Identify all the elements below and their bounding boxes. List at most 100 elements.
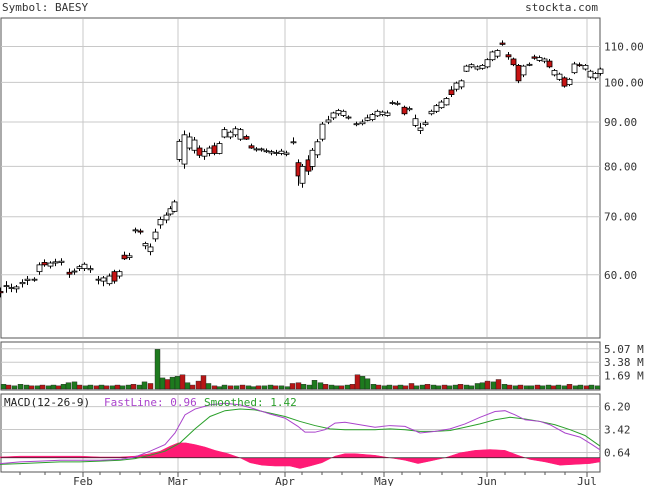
x-axis: Feb Mar Apr May Jun Jul: [1, 471, 600, 486]
candle: [100, 276, 107, 287]
candle-body: [58, 260, 65, 263]
volume-bar: [528, 385, 535, 390]
volume-bar: [370, 384, 377, 390]
candle-body: [438, 101, 445, 109]
x-tick-label: Feb: [73, 475, 93, 486]
volume-bar: [300, 384, 307, 390]
volume-panel: 5.07 M3.38 M1.69 M: [0, 341, 644, 391]
candle: [41, 259, 48, 267]
candle: [463, 64, 470, 72]
candle: [290, 137, 297, 145]
volume-bar: [147, 383, 154, 390]
candle-body: [121, 254, 128, 260]
volume-bar: [261, 385, 268, 390]
candle-body: [142, 243, 149, 247]
candle-body: [283, 152, 290, 155]
candle-body: [227, 131, 234, 138]
candle: [319, 122, 326, 142]
volume-bar: [364, 378, 371, 390]
candle-body: [345, 116, 352, 119]
candle-body: [494, 50, 501, 57]
volume-bar: [174, 376, 181, 390]
macd-smoothed-label: Smoothed: 1.42: [204, 396, 297, 409]
candle-body: [422, 122, 429, 125]
candle: [191, 136, 198, 154]
candle-body: [479, 65, 486, 69]
candle: [443, 96, 450, 106]
candle-body: [468, 64, 475, 68]
candle-body: [237, 129, 244, 140]
volume-bar: [588, 384, 595, 390]
candle: [551, 69, 558, 77]
candle-body: [551, 70, 558, 76]
candle-body: [401, 106, 408, 115]
volume-bar: [141, 381, 148, 390]
volume-bar: [561, 385, 568, 390]
volume-bar: [572, 385, 579, 390]
candle-body: [116, 271, 123, 277]
volume-tick-label: 3.38 M: [604, 356, 644, 369]
candle: [309, 148, 316, 171]
volume-bar: [419, 384, 426, 390]
candle: [171, 199, 178, 213]
candle: [345, 115, 352, 120]
candle-body: [325, 119, 332, 123]
candle-body: [263, 150, 270, 153]
candle: [369, 112, 376, 122]
volume-bar: [452, 384, 459, 390]
candle: [263, 148, 270, 153]
candle: [526, 62, 533, 67]
candle-body: [448, 89, 455, 96]
candle: [384, 110, 391, 117]
volume-bar: [446, 385, 453, 390]
candle: [422, 120, 429, 127]
volume-bar: [333, 385, 340, 390]
volume-bar: [272, 385, 279, 390]
candle: [52, 258, 59, 267]
volume-bar: [125, 384, 132, 390]
volume-bar: [136, 384, 143, 390]
candle: [142, 241, 149, 250]
candle-body: [132, 229, 139, 232]
candle-body: [379, 111, 386, 115]
volume-bar: [495, 379, 502, 390]
volume-bar: [317, 382, 324, 390]
volume-bar: [397, 384, 404, 390]
volume-bar: [87, 384, 94, 390]
volume-bar: [76, 384, 83, 390]
candle-body: [546, 60, 553, 68]
volume-bar: [512, 385, 519, 390]
volume-bar: [239, 384, 246, 390]
candle-body: [571, 63, 578, 74]
candle-body: [87, 268, 94, 271]
candle: [510, 57, 517, 67]
candle-body: [299, 166, 306, 184]
volume-bar: [566, 384, 573, 390]
price-tick-label: 60.00: [604, 269, 637, 282]
candle: [353, 121, 360, 127]
candle-body: [248, 145, 255, 149]
candle-body: [417, 127, 424, 131]
candle-body: [19, 281, 26, 285]
candle: [566, 77, 573, 87]
candle: [116, 269, 123, 279]
candle-body: [443, 98, 450, 106]
candle: [468, 63, 475, 69]
candle: [394, 100, 401, 106]
volume-bar: [0, 384, 7, 390]
volume-bar: [550, 385, 557, 390]
volume-bar: [490, 381, 497, 390]
volume-bar: [278, 385, 285, 390]
candle-body: [111, 271, 118, 282]
candle-body: [474, 66, 481, 70]
candle-body: [499, 42, 506, 45]
candle-body: [47, 262, 54, 267]
volume-bar: [311, 380, 318, 390]
candle: [71, 268, 78, 275]
candle-body: [582, 65, 589, 70]
volume-bar: [392, 385, 399, 390]
volume-bar: [189, 384, 196, 390]
candle-body: [515, 65, 522, 82]
volume-bar: [164, 379, 171, 390]
volume-bar: [577, 384, 584, 390]
